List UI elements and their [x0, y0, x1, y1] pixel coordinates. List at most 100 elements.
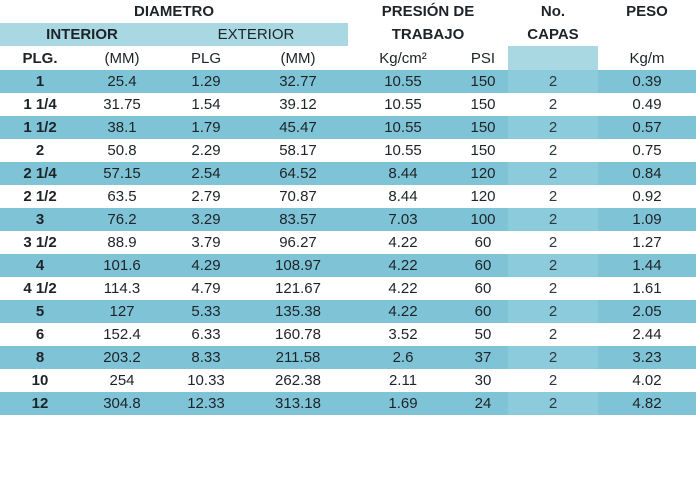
table-cell: 60	[458, 231, 508, 254]
table-cell: 3 1/2	[0, 231, 80, 254]
table-cell: 3.23	[598, 346, 696, 369]
table-cell: 203.2	[80, 346, 164, 369]
table-cell: 2	[508, 369, 598, 392]
table-cell: 60	[458, 277, 508, 300]
table-row: 4 101.6 4.29 108.97 4.22 60 2 1.44	[0, 254, 696, 277]
capas-header-line2: CAPAS	[508, 23, 598, 46]
table-cell: 88.9	[80, 231, 164, 254]
table-cell: 100	[458, 208, 508, 231]
table-row: 1 1/4 31.75 1.54 39.12 10.55 150 2 0.49	[0, 93, 696, 116]
table-cell: 2	[508, 323, 598, 346]
unit-cell: Kg/m	[629, 49, 665, 67]
table-cell: 10.33	[164, 369, 248, 392]
table-cell: 304.8	[80, 392, 164, 415]
table-cell: 2.79	[164, 185, 248, 208]
table-cell: 1	[0, 70, 80, 93]
table-cell: 60	[458, 300, 508, 323]
table-row: 3 1/2 88.9 3.79 96.27 4.22 60 2 1.27	[0, 231, 696, 254]
table-cell: 2	[508, 116, 598, 139]
header-row-1: DIAMETRO PRESIÓN DE No. PESO	[0, 0, 696, 23]
table-cell: 10.55	[348, 116, 458, 139]
table-cell: 64.52	[248, 162, 348, 185]
table-cell: 32.77	[248, 70, 348, 93]
table-cell: 254	[80, 369, 164, 392]
table-cell: 8.44	[348, 162, 458, 185]
table-cell: 2.6	[348, 346, 458, 369]
table-cell: 1 1/2	[0, 116, 80, 139]
table-cell: 2	[508, 300, 598, 323]
table-cell: 60	[458, 254, 508, 277]
table-cell: 1.44	[598, 254, 696, 277]
table-cell: 76.2	[80, 208, 164, 231]
table-cell: 0.75	[598, 139, 696, 162]
peso-header-spacer	[598, 23, 696, 46]
table-cell: 39.12	[248, 93, 348, 116]
table-cell: 70.87	[248, 185, 348, 208]
table-cell: 4.79	[164, 277, 248, 300]
table-body: 1 25.4 1.29 32.77 10.55 150 2 0.39 1 1/4 31.75 1.5…	[0, 70, 696, 415]
table-cell: 0.39	[598, 70, 696, 93]
table-cell: 0.92	[598, 185, 696, 208]
table-row: 10 254 10.33 262.38 2.11 30 2 4.02	[0, 369, 696, 392]
table-cell: 96.27	[248, 231, 348, 254]
table-cell: 1 1/4	[0, 93, 80, 116]
table-cell: 4.22	[348, 300, 458, 323]
header-row-2: INTERIOR EXTERIOR TRABAJO CAPAS	[0, 23, 696, 46]
table-cell: 50	[458, 323, 508, 346]
table-cell: 114.3	[80, 277, 164, 300]
hose-spec-table: DIAMETRO PRESIÓN DE No. PESO INTERIOR EX…	[0, 0, 696, 415]
table-cell: 313.18	[248, 392, 348, 415]
table-cell: 12	[0, 392, 80, 415]
table-cell: 10.55	[348, 70, 458, 93]
table-cell: 10	[0, 369, 80, 392]
table-cell: 83.57	[248, 208, 348, 231]
unit-cell: PLG	[190, 49, 221, 67]
table-cell: 8	[0, 346, 80, 369]
table-cell: 12.33	[164, 392, 248, 415]
table-cell: 2 1/4	[0, 162, 80, 185]
table-cell: 108.97	[248, 254, 348, 277]
table-cell: 120	[458, 162, 508, 185]
table-row: 2 50.8 2.29 58.17 10.55 150 2 0.75	[0, 139, 696, 162]
table-cell: 2.54	[164, 162, 248, 185]
exterior-header: EXTERIOR	[164, 23, 348, 46]
table-row: 1 1/2 38.1 1.79 45.47 10.55 150 2 0.57	[0, 116, 696, 139]
table-cell: 120	[458, 185, 508, 208]
table-row: 2 1/2 63.5 2.79 70.87 8.44 120 2 0.92	[0, 185, 696, 208]
unit-cell: PLG.	[22, 49, 58, 67]
diametro-header: DIAMETRO	[0, 0, 348, 23]
table-cell: 1.69	[348, 392, 458, 415]
table-cell: 4	[0, 254, 80, 277]
table-cell: 2.44	[598, 323, 696, 346]
table-cell: 24	[458, 392, 508, 415]
table-cell: 0.84	[598, 162, 696, 185]
table-cell: 1.54	[164, 93, 248, 116]
table-cell: 2.05	[598, 300, 696, 323]
table-cell: 127	[80, 300, 164, 323]
table-cell: 1.79	[164, 116, 248, 139]
table-cell: 4.82	[598, 392, 696, 415]
table-cell: 7.03	[348, 208, 458, 231]
unit-cell: PSI	[470, 49, 496, 67]
peso-header: PESO	[598, 0, 696, 23]
table-cell: 2	[508, 277, 598, 300]
table-cell: 4.22	[348, 277, 458, 300]
table-cell: 2	[508, 254, 598, 277]
table-row: 2 1/4 57.15 2.54 64.52 8.44 120 2 0.84	[0, 162, 696, 185]
table-cell: 0.49	[598, 93, 696, 116]
unit-cell: Kg/cm²	[379, 49, 427, 67]
units-row: PLG. (MM) PLG (MM) Kg/cm² PSI Kg/m	[0, 46, 696, 70]
table-row: 8 203.2 8.33 211.58 2.6 37 2 3.23	[0, 346, 696, 369]
capas-header-line1: No.	[508, 0, 598, 23]
presion-header-line2: TRABAJO	[348, 23, 508, 46]
table-cell: 3.52	[348, 323, 458, 346]
table-cell: 152.4	[80, 323, 164, 346]
table-row: 6 152.4 6.33 160.78 3.52 50 2 2.44	[0, 323, 696, 346]
table-cell: 2.29	[164, 139, 248, 162]
table-cell: 8.33	[164, 346, 248, 369]
table-cell: 2	[508, 70, 598, 93]
table-cell: 2 1/2	[0, 185, 80, 208]
table-cell: 4.22	[348, 231, 458, 254]
table-cell: 37	[458, 346, 508, 369]
table-cell: 2	[508, 93, 598, 116]
